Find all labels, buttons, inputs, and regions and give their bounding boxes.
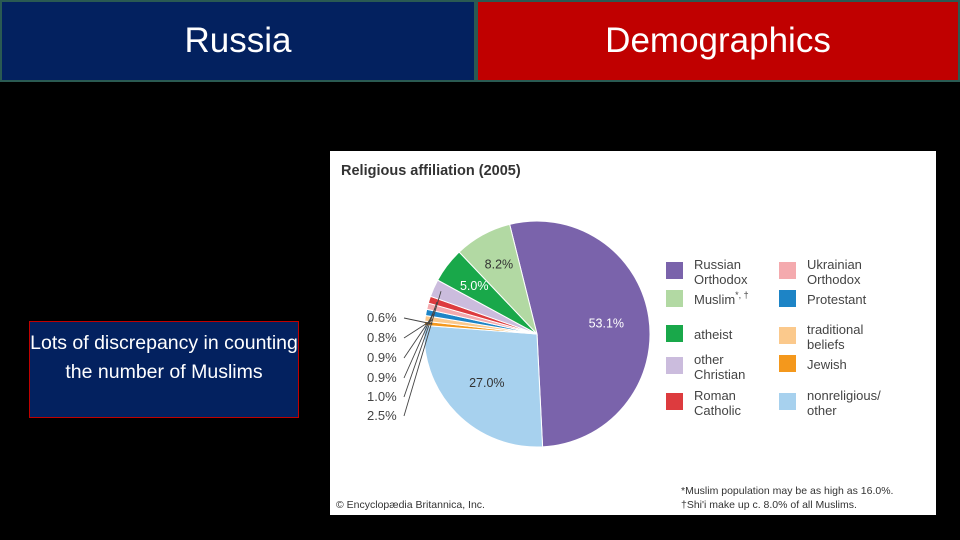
label-traditional-beliefs: 0.8% [367,330,397,345]
label-atheist: 5.0% [460,279,489,293]
title-right-text: Demographics [605,21,831,60]
copyright-text: © Encyclopædia Britannica, Inc. [336,499,485,511]
pie-chart: Religious affiliation (2005) 53.1% 27.0% 0… [336,163,893,511]
footnote-2: †Shi'i make up c. 8.0% of all Muslims. [681,499,857,511]
legend-swatch-traditional-beliefs [779,327,796,344]
title-russia: Russia [0,0,476,82]
legend-label-jewish: Jewish [807,357,847,372]
legend-swatch-atheist [666,325,683,342]
legend-label-muslim: Muslim*, † [694,290,749,307]
legend-swatch-ukrainian-orthodox [779,262,796,279]
label-muslim: 8.2% [485,258,514,272]
legend-label-atheist: atheist [694,327,733,342]
legend-label-protestant: Protestant [807,292,867,307]
slice-russian-orthodox [509,220,651,448]
title-demographics: Demographics [476,0,960,82]
legend-swatch-protestant [779,290,796,307]
legend-swatch-roman-catholic [666,393,683,410]
footnote-1: *Muslim population may be as high as 16.… [681,485,893,497]
legend-label-other-christian: other Christian [694,352,745,382]
chart-title: Religious affiliation (2005) [341,163,521,179]
label-protestant: 0.9% [367,350,397,365]
slice-muslim [458,223,538,336]
label-nonreligious-other: 27.0% [469,376,504,390]
label-jewish: 0.6% [367,310,397,325]
legend-label-roman-catholic: Roman Catholic [694,388,741,418]
legend-swatch-russian-orthodox [666,262,683,279]
title-left-text: Russia [184,21,292,60]
legend-swatch-jewish [779,355,796,372]
legend-swatch-other-christian [666,357,683,374]
label-ukrainian-orthodox: 0.9% [367,370,397,385]
label-russian-orthodox: 53.1% [589,317,624,331]
chart-panel: Religious affiliation (2005) 53.1% 27.0% 0… [330,151,936,515]
legend-swatch-muslim [666,290,683,307]
note-text: Lots of discrepancy in counting the numb… [30,332,298,383]
leader-ukrainian-orthodox [403,307,436,379]
label-other-christian: 2.5% [367,408,397,423]
legend-label-ukrainian-orthodox: Ukrainian Orthodox [807,257,862,287]
legend-label-nonreligious-other: nonreligious/other [807,388,881,418]
leader-other-christian [403,291,442,417]
legend-label-russian-orthodox: Russian Orthodox [694,257,748,287]
note-box: Lots of discrepancy in counting the numb… [29,321,299,418]
legend-label-traditional-beliefs: traditional beliefs [807,322,863,352]
leader-roman-catholic [403,301,438,398]
legend-swatch-nonreligious-other [779,393,796,410]
label-roman-catholic: 1.0% [367,389,397,404]
